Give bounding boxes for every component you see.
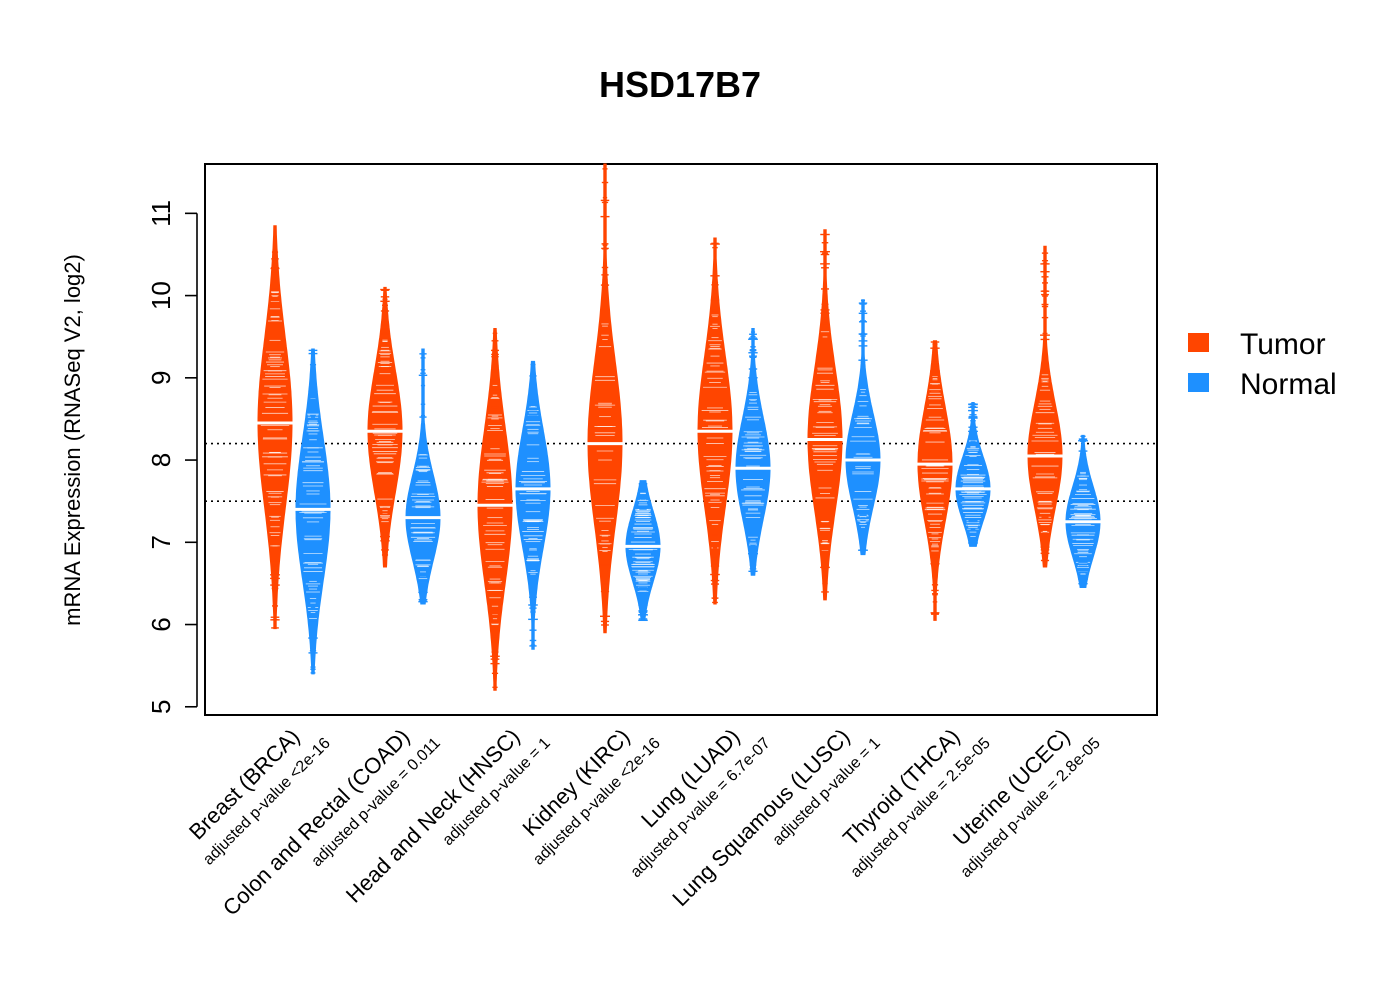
plot-area [204, 163, 1158, 716]
y-tick-label-6: 6 [146, 617, 176, 631]
plot-frame [204, 163, 1158, 716]
y-axis: 5 6 7 8 9 10 11 [146, 200, 198, 714]
y-tick-label-10: 10 [146, 281, 176, 310]
y-tick-label-9: 9 [146, 371, 176, 385]
y-tick-label-8: 8 [146, 453, 176, 467]
violin-tumor-uterine-ucec [1026, 245, 1064, 568]
violin-tumor-breast-brca [256, 225, 294, 630]
violin-normal-colon-and-rectal-coad [404, 348, 442, 605]
violin-tumor-head-and-neck-hnsc-body [477, 328, 513, 691]
violin-tumor-colon-and-rectal-coad-body [367, 286, 403, 568]
violin-normal-head-and-neck-hnsc [514, 360, 552, 650]
violin-normal-breast-brca-body [295, 348, 331, 675]
y-tick-label-5: 5 [146, 700, 176, 714]
violin-normal-uterine-ucec [1064, 434, 1102, 588]
violin-normal-kidney-kirc [624, 480, 662, 622]
violin-normal-lung-squamous-lusc [844, 299, 882, 556]
violin-tumor-colon-and-rectal-coad [366, 286, 404, 568]
violin-normal-kidney-kirc-body [625, 480, 661, 621]
violin-normal-thyroid-thca [954, 402, 992, 547]
violin-normal-lung-squamous-lusc-body [845, 299, 881, 556]
y-axis-label: mRNA Expression (RNASeq V2, log2) [60, 254, 85, 626]
violin-tumor-kidney-kirc [586, 163, 624, 634]
y-tick-label-7: 7 [146, 535, 176, 549]
x-axis-labels: Breast (BRCA)adjusted p-value <2e-16Colo… [184, 724, 1104, 921]
violin-normal-head-and-neck-hnsc-body [515, 360, 551, 650]
violin-normal-lung-luad [734, 328, 772, 576]
violin-normal-lung-luad-body [735, 328, 771, 576]
violin-tumor-thyroid-thca [916, 340, 954, 621]
violin-tumor-breast-brca-body [257, 225, 293, 630]
violin-tumor-kidney-kirc-body [587, 163, 623, 634]
legend-swatch-tumor [1188, 333, 1209, 352]
legend-label-normal: Normal [1240, 368, 1337, 401]
legend-swatch-normal [1188, 373, 1209, 392]
legend: Tumor Normal [1188, 328, 1337, 401]
y-tick-label-11: 11 [146, 200, 176, 227]
violin-normal-breast-brca [294, 348, 332, 675]
violin-tumor-lung-squamous-lusc [806, 229, 844, 601]
chart-title: HSD17B7 [599, 64, 761, 105]
violin-tumor-lung-squamous-lusc-body [807, 229, 843, 601]
violin-tumor-lung-luad [696, 237, 734, 605]
legend-label-tumor: Tumor [1240, 328, 1326, 361]
violin-tumor-thyroid-thca-body [917, 340, 953, 621]
violin-normal-uterine-ucec-body [1065, 434, 1101, 588]
violin-tumor-head-and-neck-hnsc [476, 328, 514, 691]
